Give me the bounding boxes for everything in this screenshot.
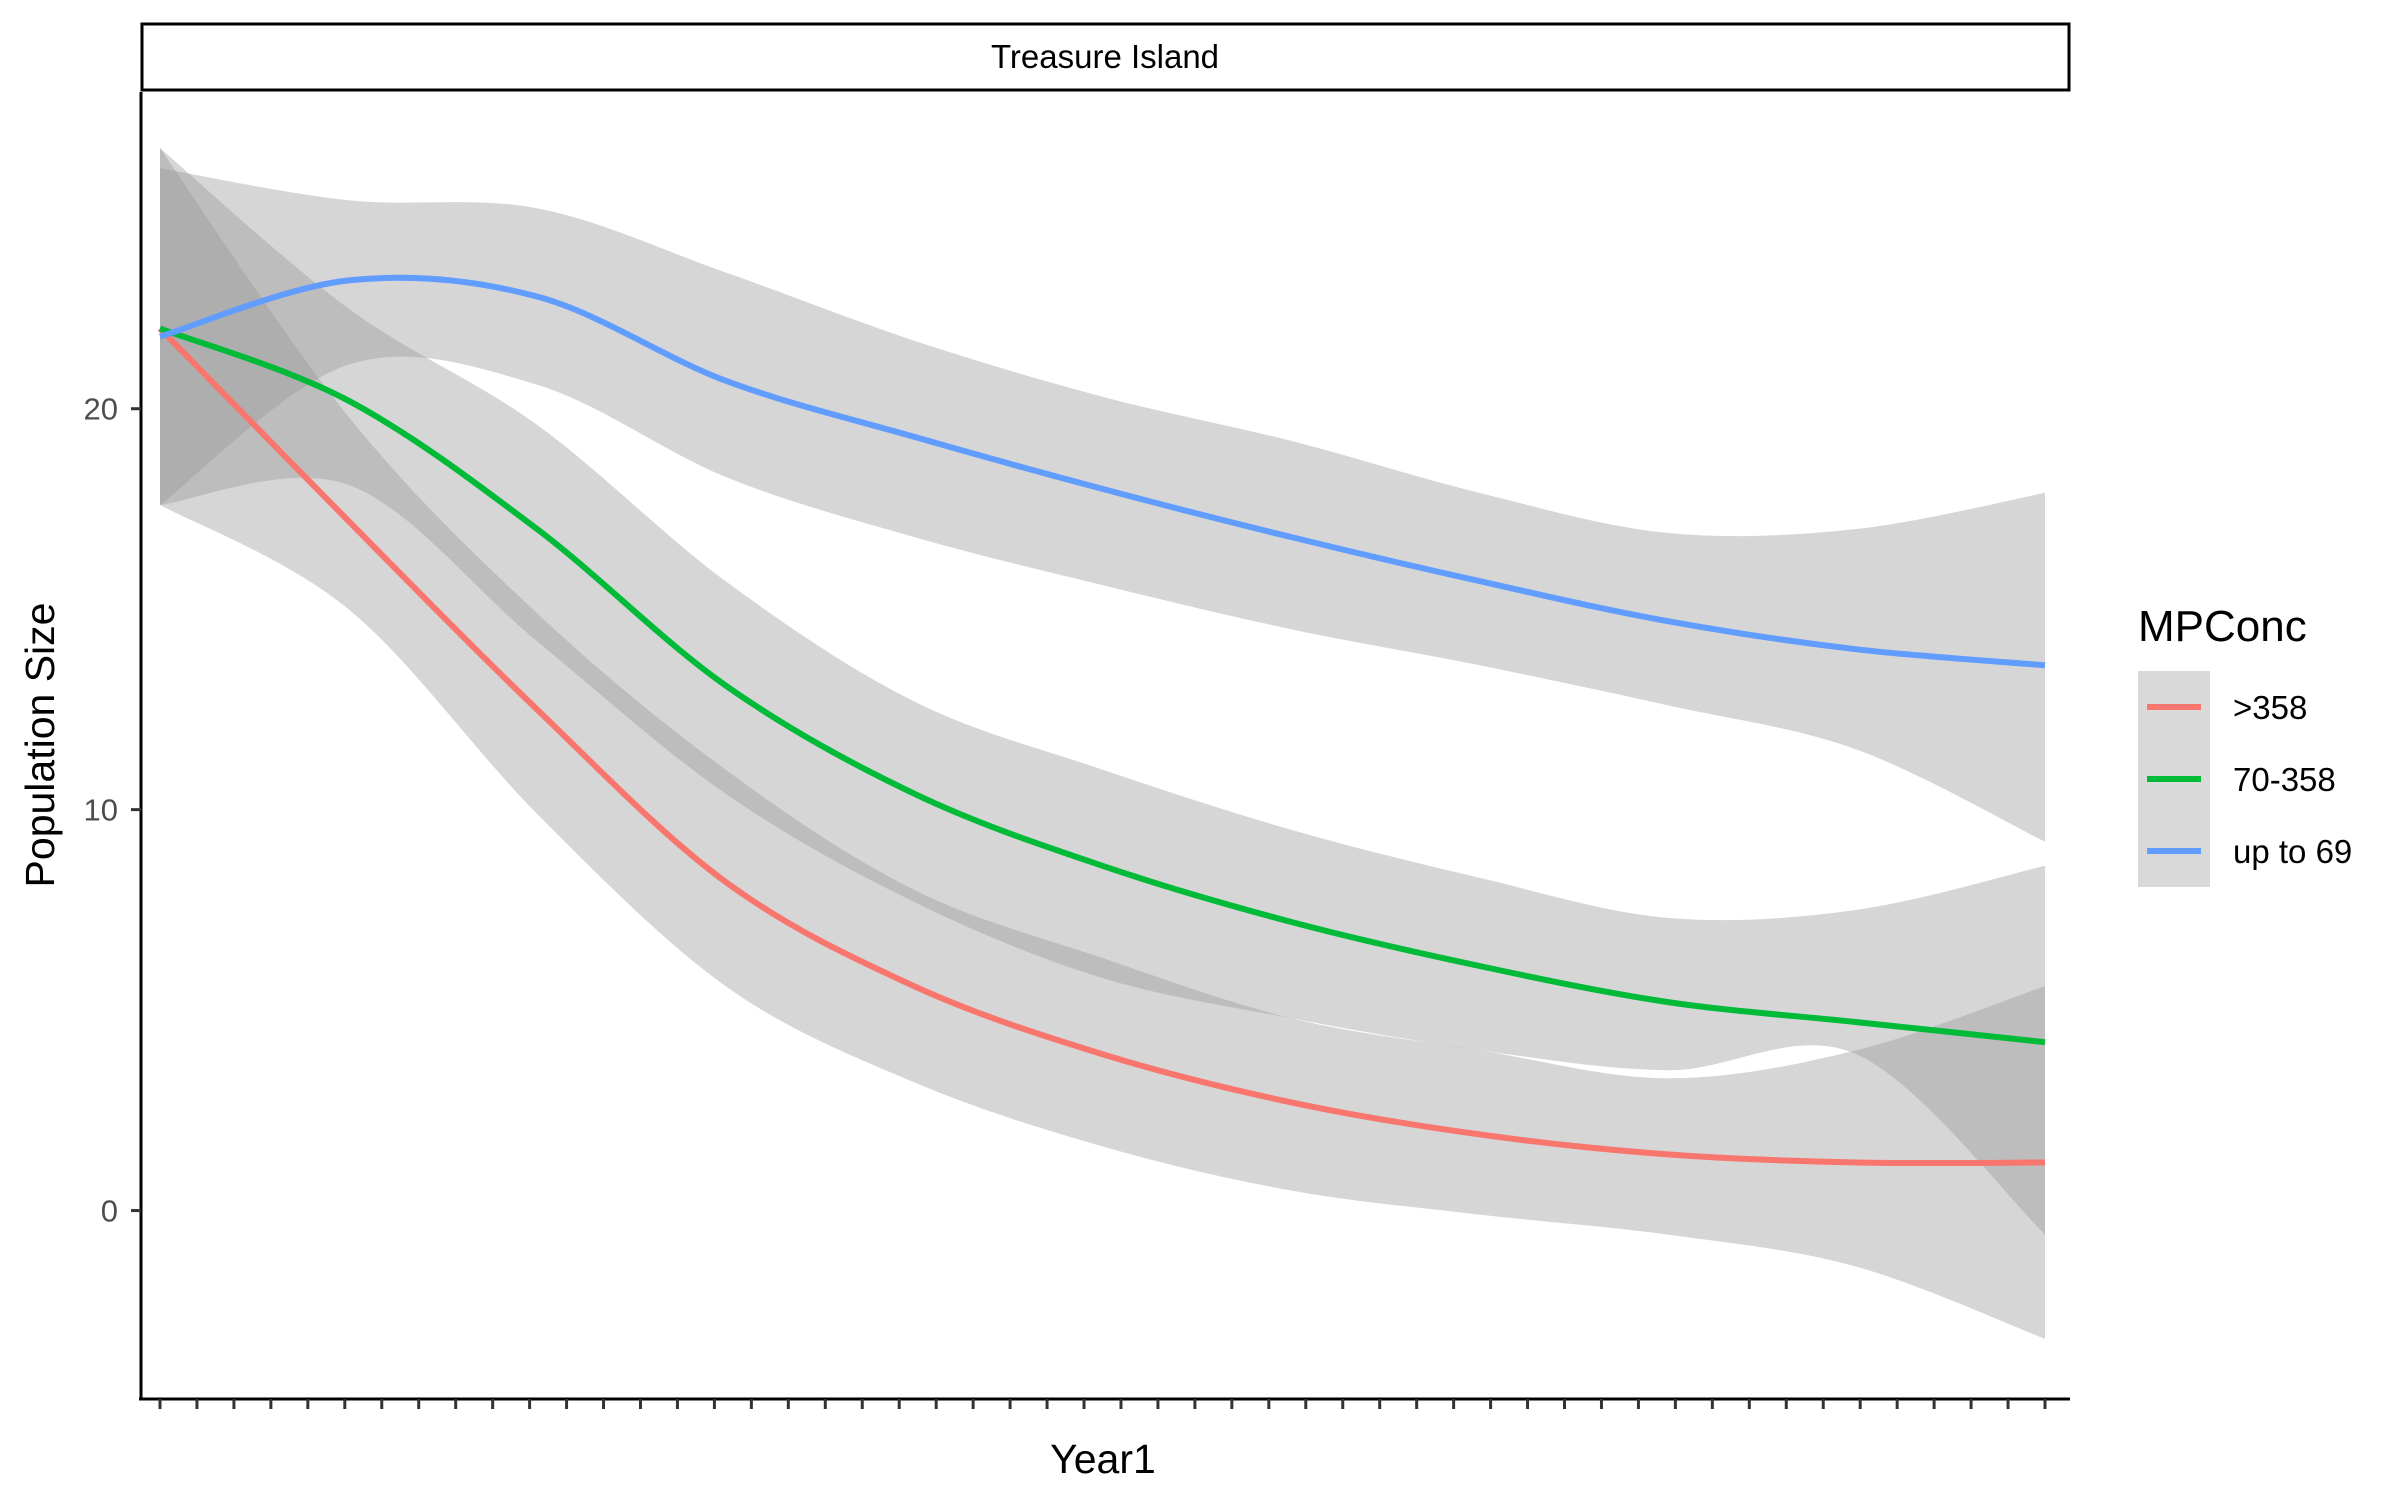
legend-label: 70-358 [2233, 761, 2336, 798]
series-lines [157, 274, 2046, 1167]
legend: >358 70-358 up to 69 [2138, 671, 2352, 887]
x-axis-ticks [158, 1399, 2047, 1409]
ribbon-70-358 [160, 148, 2045, 1235]
ribbon-358 [160, 148, 2045, 1339]
line-up-to-69 [159, 274, 2046, 669]
facet-strip [140, 22, 2071, 92]
facet-label: Treasure Island [991, 38, 1219, 75]
x-axis-label: Year1 [1050, 1436, 1156, 1482]
y-tick-label: 0 [101, 1194, 118, 1229]
legend-label: >358 [2233, 689, 2307, 726]
legend-title: MPConc [2138, 602, 2307, 651]
y-tick-label: 20 [84, 392, 118, 427]
line-358 [157, 326, 2046, 1167]
legend-label: up to 69 [2233, 833, 2352, 870]
line-70-358 [158, 325, 2046, 1046]
y-axis-ticks: 0 10 20 [84, 392, 141, 1229]
y-tick-label: 10 [84, 793, 118, 828]
y-axis-label: Population Size [17, 603, 63, 888]
